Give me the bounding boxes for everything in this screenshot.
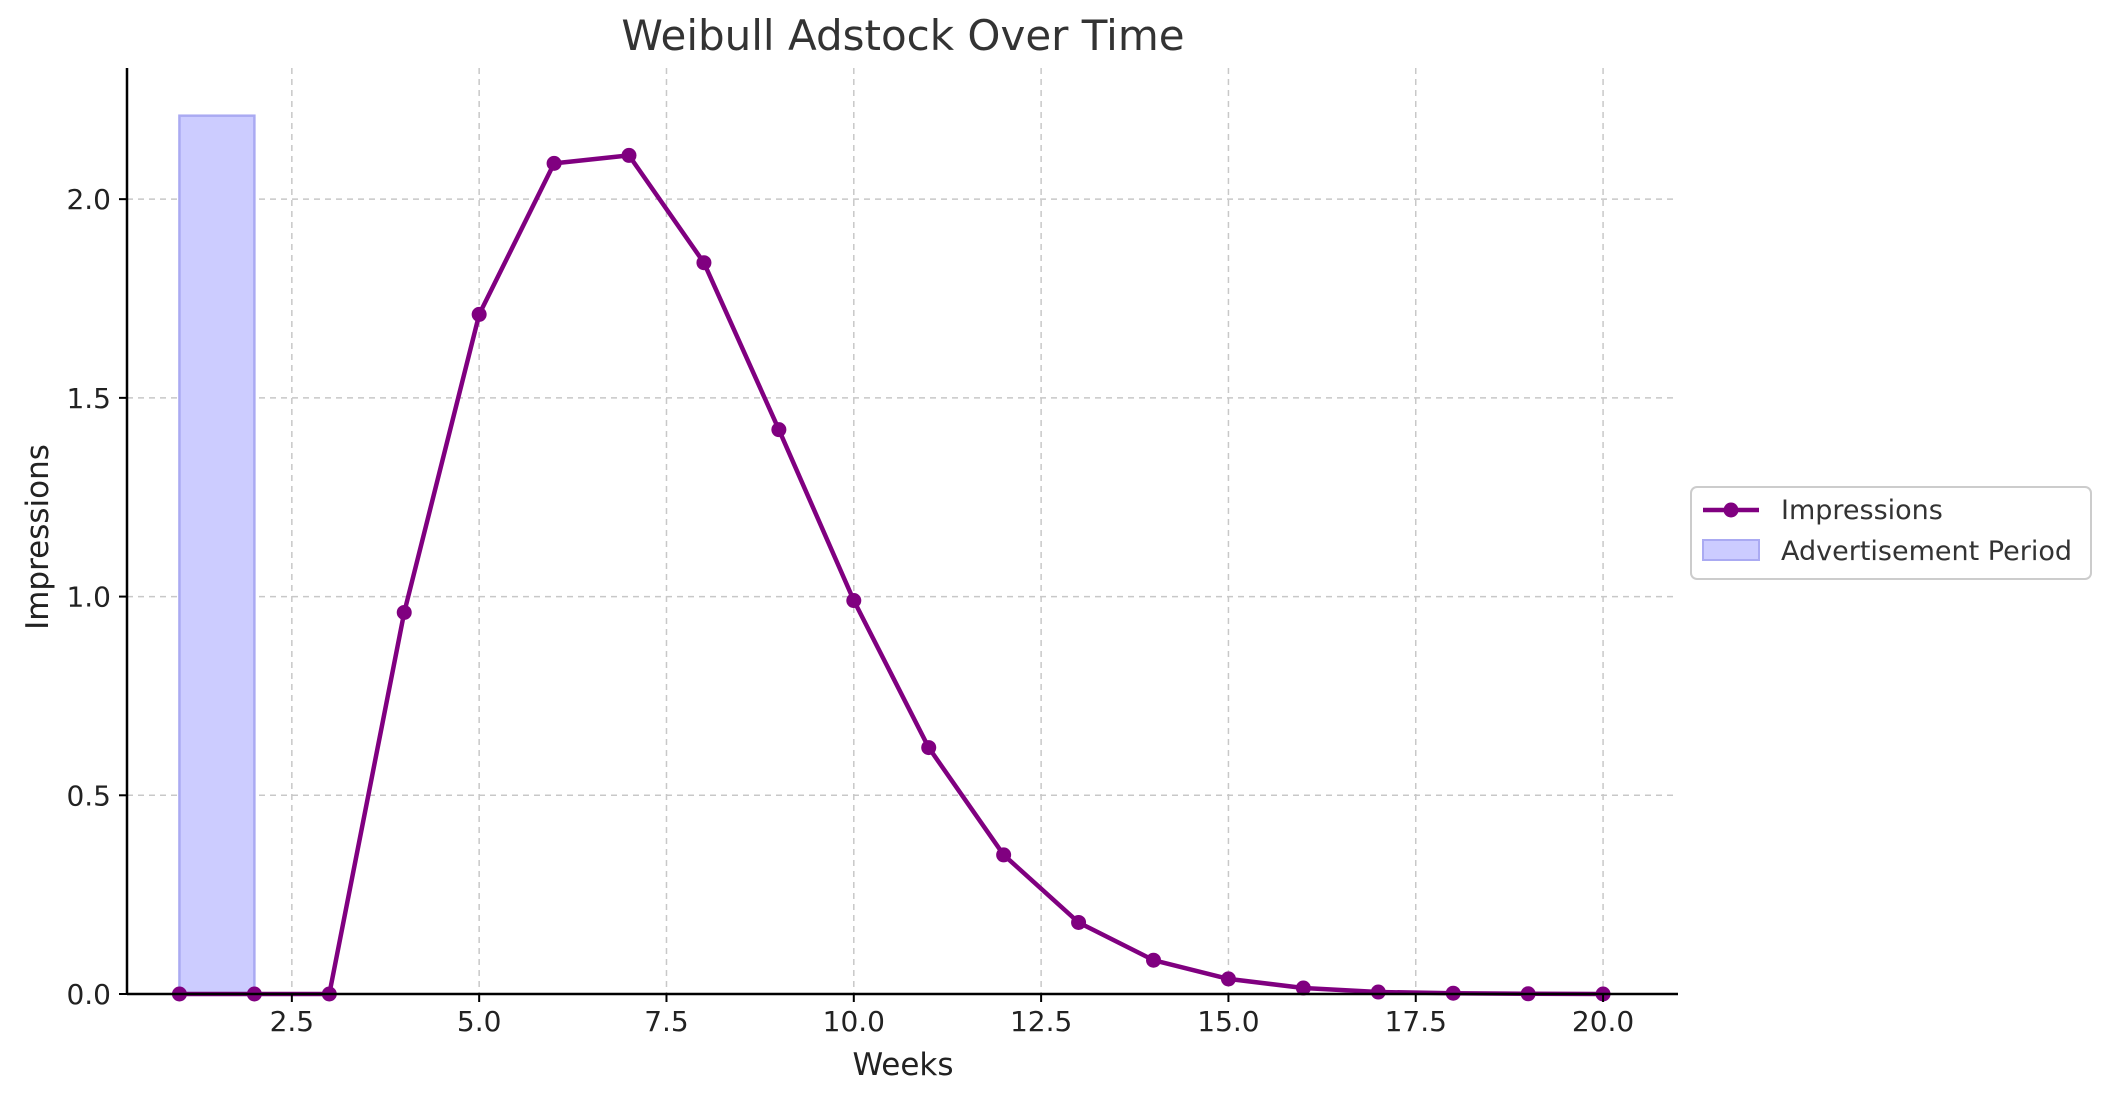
y-tick-label: 1.0 <box>66 581 111 614</box>
impressions-point <box>996 847 1012 863</box>
impressions-point <box>471 306 487 322</box>
y-tick-label: 0.5 <box>66 779 111 812</box>
y-tick-label: 0.0 <box>66 978 111 1011</box>
impressions-point <box>1295 980 1311 996</box>
x-axis-label: Weeks <box>852 1047 953 1083</box>
y-tick-label: 2.0 <box>66 183 111 216</box>
legend-marker-swatch <box>1723 502 1739 518</box>
legend-label-advertisement-period: Advertisement Period <box>1781 536 2072 567</box>
x-tick-label: 20.0 <box>1572 1005 1634 1038</box>
impressions-point <box>846 593 862 609</box>
impressions-point <box>546 155 562 171</box>
x-tick-label: 2.5 <box>270 1005 315 1038</box>
impressions-series <box>171 147 1611 1002</box>
y-tick-label: 1.5 <box>66 382 111 415</box>
impressions-point <box>771 422 787 438</box>
impressions-line <box>177 153 1606 997</box>
advertisement-period-area <box>178 114 256 996</box>
axis-ticks: 2.5 5.0 7.5 10.0 12.5 15.0 17.5 20.0 0.0 0.5 1.0 1.… <box>66 183 1634 1038</box>
impressions-point <box>1146 952 1162 968</box>
legend: Impressions Advertisement Period <box>1690 486 2092 580</box>
impressions-point <box>1220 971 1236 987</box>
x-tick-label: 7.5 <box>644 1005 689 1038</box>
advertisement-period-bar <box>178 114 256 996</box>
grid <box>127 68 1678 995</box>
impressions-point <box>396 604 412 620</box>
x-tick-label: 10.0 <box>823 1005 885 1038</box>
legend-label-impressions: Impressions <box>1781 495 1943 526</box>
x-tick-label: 12.5 <box>1010 1005 1072 1038</box>
legend-area-swatch <box>1702 539 1760 561</box>
impressions-point <box>696 255 712 271</box>
impressions-point <box>1370 984 1386 1000</box>
impressions-point <box>1071 914 1087 930</box>
x-tick-label: 5.0 <box>457 1005 502 1038</box>
x-tick-label: 15.0 <box>1197 1005 1259 1038</box>
impressions-point <box>921 740 937 756</box>
legend-box <box>1690 486 2092 580</box>
y-axis-label: Impressions <box>20 444 56 630</box>
impressions-point <box>621 147 637 163</box>
chart-title: Weibull Adstock Over Time <box>621 11 1184 60</box>
axes-spines <box>125 68 1678 996</box>
x-tick-label: 17.5 <box>1385 1005 1447 1038</box>
